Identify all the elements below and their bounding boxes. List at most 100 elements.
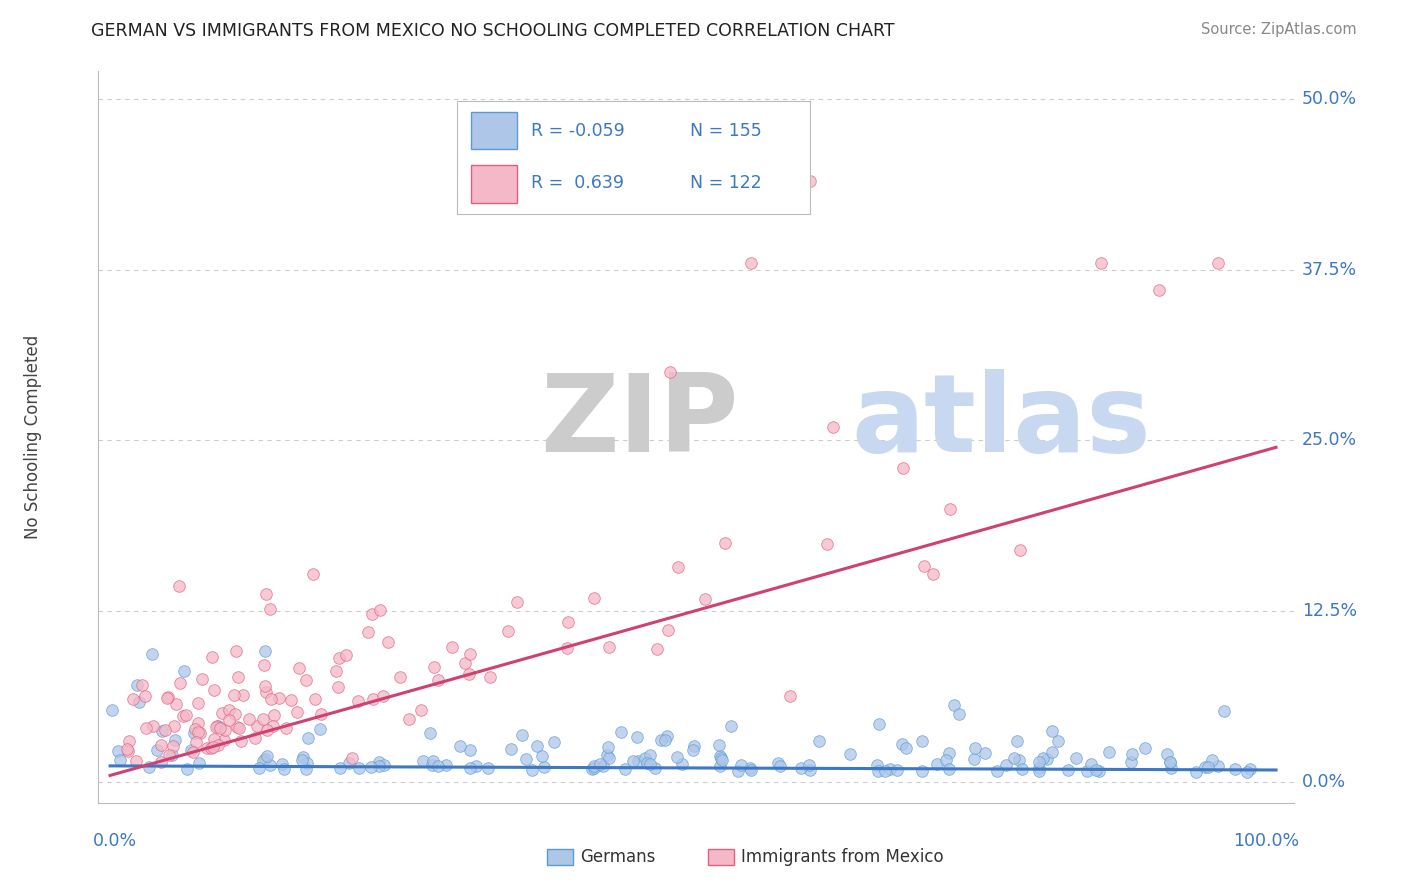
Point xyxy=(1028,764,1050,778)
Point xyxy=(427,759,450,773)
Point xyxy=(329,761,352,775)
Text: 50.0%: 50.0% xyxy=(1302,90,1357,108)
Point xyxy=(1160,761,1182,775)
Point xyxy=(1098,745,1121,759)
Point xyxy=(1028,761,1050,775)
Point xyxy=(638,747,661,762)
Text: 0.0%: 0.0% xyxy=(93,832,136,850)
FancyBboxPatch shape xyxy=(709,849,734,865)
Point xyxy=(187,716,209,731)
Point xyxy=(598,640,620,654)
Point xyxy=(108,753,131,767)
Point xyxy=(506,595,529,609)
Point xyxy=(799,763,821,777)
Point xyxy=(184,723,207,737)
Point xyxy=(665,750,688,764)
Point xyxy=(367,758,389,772)
Point xyxy=(657,623,679,637)
Point xyxy=(163,733,186,747)
Point xyxy=(766,756,789,770)
Point xyxy=(995,758,1018,772)
Point xyxy=(292,750,315,764)
Point xyxy=(117,744,139,758)
Point xyxy=(598,751,620,765)
Point xyxy=(654,732,676,747)
Point xyxy=(263,708,285,723)
Point xyxy=(1149,283,1171,297)
Point xyxy=(172,709,194,723)
Point xyxy=(865,757,887,772)
Point xyxy=(245,719,267,733)
Point xyxy=(458,761,481,775)
Point xyxy=(658,365,681,379)
Point xyxy=(226,670,249,684)
Point xyxy=(821,420,844,434)
Point xyxy=(202,732,225,747)
Point xyxy=(1088,764,1111,778)
Text: Germans: Germans xyxy=(581,848,655,866)
Point xyxy=(1133,740,1156,755)
Point xyxy=(1201,753,1223,767)
Point xyxy=(886,763,908,777)
Point xyxy=(360,760,382,774)
Point xyxy=(458,743,481,757)
Point xyxy=(294,673,316,688)
Point xyxy=(141,648,163,662)
Point xyxy=(1008,542,1031,557)
Point xyxy=(555,641,578,656)
Point xyxy=(582,761,605,775)
Point xyxy=(165,697,187,711)
Point xyxy=(496,624,519,638)
Point xyxy=(1002,751,1025,765)
Point xyxy=(634,751,657,765)
Point xyxy=(325,664,347,678)
Point xyxy=(636,756,658,770)
Point xyxy=(440,640,463,655)
Point xyxy=(1008,753,1031,767)
Point xyxy=(683,739,706,754)
Point xyxy=(891,460,914,475)
Point xyxy=(187,696,209,710)
Point xyxy=(1159,755,1181,769)
Point xyxy=(280,692,302,706)
Point xyxy=(434,758,457,772)
Point xyxy=(409,703,432,717)
Point xyxy=(254,587,277,601)
Point xyxy=(422,755,444,769)
Point xyxy=(1028,755,1050,769)
Point xyxy=(426,673,449,687)
Point xyxy=(935,753,957,767)
Point xyxy=(309,723,332,737)
Point xyxy=(214,723,236,737)
Point xyxy=(650,732,672,747)
Point xyxy=(1213,704,1236,718)
Point xyxy=(187,724,209,739)
Point xyxy=(297,756,319,771)
Point xyxy=(328,680,350,694)
Point xyxy=(891,737,914,751)
Text: 12.5%: 12.5% xyxy=(1302,602,1357,621)
Point xyxy=(127,677,149,691)
Point xyxy=(347,761,370,775)
Point xyxy=(1011,763,1033,777)
Point xyxy=(270,756,292,771)
Point xyxy=(645,642,668,657)
Point xyxy=(169,676,191,690)
Point xyxy=(150,739,173,753)
Point xyxy=(167,579,190,593)
Point xyxy=(790,761,813,775)
Point xyxy=(214,733,236,747)
Point xyxy=(1064,751,1087,765)
Point xyxy=(868,764,890,778)
Text: ZIP: ZIP xyxy=(541,369,740,475)
Point xyxy=(253,644,276,658)
Point xyxy=(259,758,281,772)
Point xyxy=(1225,762,1247,776)
Text: 25.0%: 25.0% xyxy=(1302,432,1357,450)
Point xyxy=(693,592,716,607)
Point xyxy=(1206,759,1229,773)
Point xyxy=(938,501,960,516)
Point xyxy=(457,666,479,681)
Point xyxy=(295,762,318,776)
Point xyxy=(107,743,129,757)
